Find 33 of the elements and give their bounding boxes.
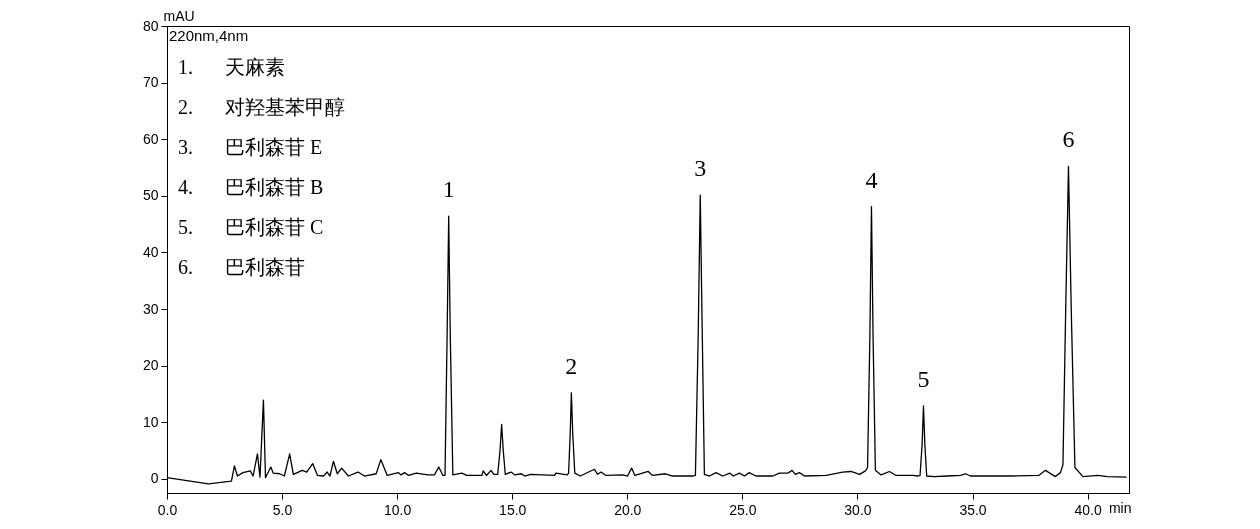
annotation: 3 — [694, 155, 707, 182]
annotation: 1 — [442, 176, 455, 203]
y-tick-label: 10 — [142, 413, 159, 430]
annotation: 2 — [565, 352, 578, 379]
text: 1. 天麻素 — [178, 56, 285, 78]
annotation: 5 — [917, 365, 930, 392]
x-tick-label: 30.0 — [844, 501, 872, 518]
y-tick-label: 40 — [142, 243, 159, 260]
x-tick-label: 20.0 — [614, 501, 642, 518]
text: 6. 巴利森苷 — [178, 256, 305, 278]
y-tick-label: 20 — [142, 357, 159, 374]
text: 5. 巴利森苷 C — [178, 216, 324, 238]
y-tick-label: 70 — [142, 74, 159, 91]
y-tick-label: 30 — [142, 300, 159, 317]
annotation: 6 — [1062, 126, 1075, 153]
annotation: 4 — [865, 166, 878, 193]
x-axis-title: min — [1108, 499, 1132, 516]
y-tick-label: 0 — [150, 470, 159, 487]
x-tick-label: 15.0 — [499, 501, 527, 518]
x-tick-label: 0.0 — [157, 501, 178, 518]
y-axis-title: mAU — [163, 7, 195, 24]
x-tick-label: 40.0 — [1074, 501, 1102, 518]
y-tick-label: 50 — [142, 187, 159, 204]
text: 3. 巴利森苷 E — [178, 136, 323, 158]
x-tick-label: 25.0 — [729, 501, 757, 518]
y-tick-label: 60 — [142, 130, 159, 147]
text: 4. 巴利森苷 B — [178, 176, 324, 198]
y-tick-label: 80 — [142, 17, 159, 34]
annotation: 220nm,4nm — [169, 27, 249, 44]
text: 2. 对羟基苯甲醇 — [178, 96, 345, 118]
x-tick-label: 10.0 — [384, 501, 412, 518]
x-tick-label: 5.0 — [272, 501, 293, 518]
x-tick-label: 35.0 — [959, 501, 987, 518]
